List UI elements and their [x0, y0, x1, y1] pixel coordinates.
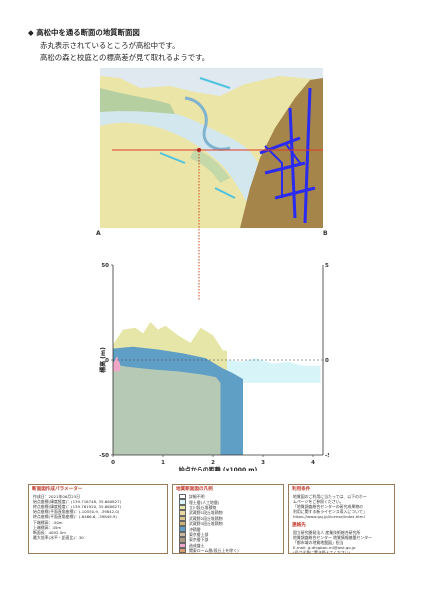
legend-item: 立川段丘堆積物: [179, 504, 283, 511]
parameter-line: 上端標高：45m: [33, 524, 62, 530]
parameter-line: 最大倍率(水平・鉛直比)：30: [33, 534, 84, 540]
legend-swatch: [179, 510, 186, 516]
terms-panel: 利用条件 地質図のご利用に当たっては、以下のホー ムページをご参照ください。 「地質…: [288, 484, 395, 554]
legend-label: 武蔵野2段丘堆積物: [189, 515, 223, 521]
legend-item: 武蔵野3段丘堆積物: [179, 521, 283, 527]
description-line-2: 高松の森と校庭との標高差が見て取れるようです。: [40, 53, 210, 62]
map-river-bend: [184, 96, 231, 151]
legend-swatch: [179, 553, 186, 554]
terms-line: 地質図のご利用に当たっては、以下のホー: [293, 494, 367, 500]
terms-line: 利用に関する新ライセンス導入について」: [293, 509, 367, 515]
parameter-line: 始点座標(平面直角座標)：(-10550.9, -39842.0): [33, 509, 120, 515]
x-tick-label: 0: [111, 460, 115, 466]
parameters-panel: 断面図作成パラメーター 作成日：2021年06月23日 始点座標(緯度経度)：(1…: [28, 484, 168, 554]
parameters-title: 断面図作成パラメーター: [32, 487, 83, 492]
y-tick-label-right: 50: [325, 263, 329, 269]
legend-swatch: [179, 499, 186, 505]
contact-line: E-mail: g-dhigban-ml@aist.go.jp: [293, 544, 356, 550]
legend-label: 東京層下部: [189, 537, 209, 543]
terms-line: https://www.gsj.jp/license/index.html: [293, 514, 365, 520]
school-marker: [197, 148, 201, 152]
y-tick-label: 50: [101, 263, 109, 269]
layer-4: [227, 358, 321, 383]
legend-item: 関東ローム層(段丘上を除く): [179, 548, 283, 553]
parameter-line: 下端標高：-50m: [33, 519, 63, 525]
legend-swatch: [179, 537, 186, 543]
x-tick-label: 3: [261, 460, 265, 466]
description-line-1: 赤丸表示されているところが高松中です。: [40, 41, 180, 50]
legend-swatch: [179, 531, 186, 538]
legend-swatch: [179, 542, 186, 548]
y-tick-label-right: -50: [325, 453, 329, 459]
y-axis-title: 標高 (m): [99, 347, 107, 373]
y-tick-label: 0: [105, 358, 109, 364]
legend-label: 沖積層: [189, 526, 201, 532]
legend-item: 東京層下部: [179, 537, 283, 543]
page-title: ◆ 高松中を通る断面の地質断面図: [28, 28, 140, 37]
parameter-line: 作成日：2021年06月23日: [33, 494, 81, 500]
x-tick-label: 2: [211, 460, 215, 466]
map-channel-branches: [264, 142, 301, 198]
contact-title: 連絡先: [292, 522, 306, 528]
legend-swatch: [179, 526, 186, 532]
y-tick-label-right: 0: [325, 358, 329, 364]
layer-1: [113, 363, 221, 455]
legend-item: 造成盛土: [179, 542, 283, 548]
map-cyan-bands: [159, 77, 236, 199]
terms-line: ムページをご参照ください。: [293, 499, 344, 505]
location-map: [100, 68, 323, 228]
parameter-line: 始点座標(緯度経度)：(139.716748, 35.660827): [33, 499, 122, 505]
legend-panel: 地質断面図の凡例 詳細不明 埋土層(人工地層) 立川段丘堆積物 武蔵野1段丘堆積物 武蔵…: [172, 484, 284, 554]
legend-label: 東京層上部: [189, 531, 209, 537]
legend-item: 東京層上部: [179, 531, 283, 538]
legend-label: 立川段丘堆積物: [189, 505, 217, 511]
contact-line: 国立研究開発法人 産業技術総合研究所: [293, 529, 361, 535]
x-tick-label: 1: [161, 460, 165, 466]
contact-line: (＠は半角に置き換えてください): [293, 550, 351, 554]
legend-label: 詳細不明: [189, 494, 205, 500]
legend-item: 武蔵野1段丘堆積物: [179, 510, 283, 516]
terms-title: 利用条件: [292, 487, 311, 492]
geologic-cross-section-chart: 505000-50-5001234始点からの距離 (x1000 m)標高 (m): [99, 263, 329, 471]
legend-label: 武蔵野3段丘堆積物: [189, 521, 223, 527]
map-channel-lines: [259, 87, 316, 224]
legend-item: 上総層群: [179, 553, 283, 554]
legend-swatch: [179, 548, 186, 553]
legend-label: 武蔵野1段丘堆積物: [189, 510, 223, 516]
contact-line: 「都市域の地質地盤図」担当: [293, 539, 344, 545]
legend-title: 地質断面図の凡例: [176, 487, 213, 492]
legend-swatch: [179, 515, 186, 522]
legend-swatch: [179, 494, 186, 500]
parameter-line: 断面長：4092.5m: [33, 529, 66, 535]
legend-swatch: [179, 504, 186, 511]
x-axis-title: 始点からの距離 (x1000 m): [179, 466, 258, 471]
x-tick-label: 4: [311, 460, 315, 466]
legend-item: 沖積層: [179, 526, 283, 532]
legend-swatch: [179, 521, 186, 527]
section-end-label: B: [323, 230, 328, 237]
legend-label: 関東ローム層(段丘上を除く): [189, 548, 239, 554]
legend-item: 詳細不明: [179, 494, 283, 500]
legend-label: 埋土層(人工地層): [189, 499, 220, 505]
map-green-zone: [190, 148, 230, 183]
legend-label: 造成盛土: [189, 542, 205, 548]
y-tick-label: -50: [99, 453, 109, 459]
section-start-label: A: [96, 230, 101, 237]
legend-item: 埋土層(人工地層): [179, 499, 283, 505]
map-green-terrace: [100, 88, 175, 114]
parameter-line: 終点座標(平面直角座標)：(-6466.6, -39849.9): [33, 514, 117, 520]
terms-line: 「地質調査総合センターの研究成果物の: [293, 504, 364, 510]
contact-line: 地質調査総合センター 地質情報基盤センター: [293, 534, 373, 540]
legend-item: 武蔵野2段丘堆積物: [179, 515, 283, 522]
parameter-line: 終点座標(緯度経度)：(139.761920, 35.660827): [33, 504, 122, 510]
